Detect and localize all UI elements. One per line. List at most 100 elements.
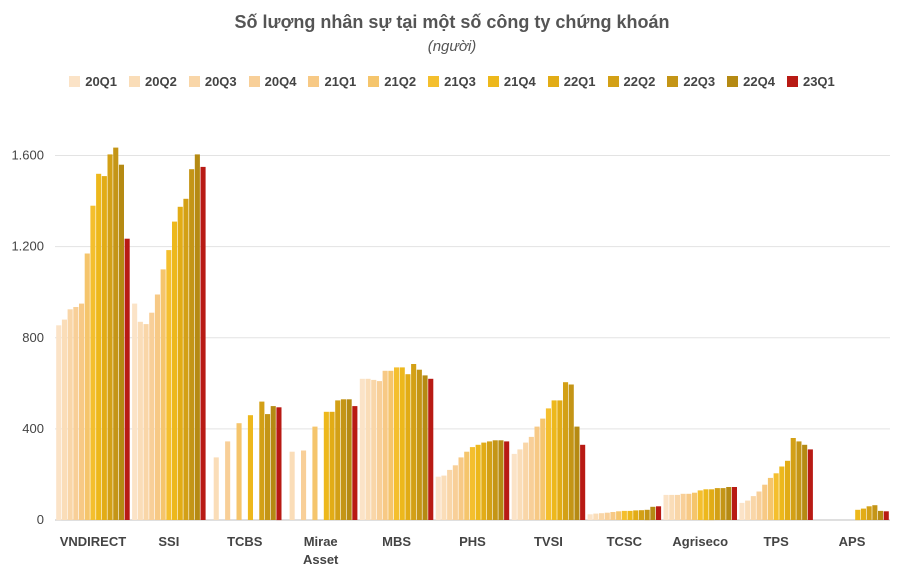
bar <box>551 400 557 520</box>
y-tick-label: 800 <box>22 330 44 345</box>
bar <box>301 450 307 520</box>
legend-label: 21Q4 <box>503 74 536 89</box>
x-tick-label: TCBS <box>227 534 263 549</box>
bar <box>289 451 295 520</box>
bar <box>137 321 143 520</box>
bar <box>441 475 447 520</box>
bar <box>563 382 569 520</box>
bar <box>883 511 889 520</box>
bar <box>802 444 808 520</box>
bar <box>697 490 703 520</box>
bar <box>376 381 382 520</box>
bar <box>236 423 242 520</box>
legend-swatch <box>368 76 380 87</box>
bar <box>756 491 762 520</box>
bar <box>650 506 656 520</box>
bar <box>475 444 481 520</box>
bar <box>435 476 441 520</box>
bar <box>113 147 119 520</box>
bar <box>124 238 130 520</box>
x-tick-label: Agriseco <box>672 534 728 549</box>
legend-label: 22Q1 <box>563 74 596 89</box>
bar <box>359 378 365 520</box>
bar <box>458 457 464 520</box>
bar <box>411 364 417 520</box>
bar <box>680 493 686 520</box>
legend-swatch <box>727 76 739 87</box>
legend-item-22q1: 22Q1 <box>547 74 596 89</box>
bar <box>405 374 411 520</box>
bar <box>225 441 231 520</box>
bar <box>422 375 428 520</box>
y-tick-label: 400 <box>22 421 44 436</box>
y-tick-label: 1.200 <box>11 239 44 254</box>
bar <box>394 367 400 520</box>
bar <box>166 250 172 520</box>
bar <box>323 411 329 520</box>
x-tick-label: SSI <box>158 534 179 549</box>
bar <box>750 496 756 520</box>
bar <box>587 514 593 520</box>
bar <box>382 370 388 520</box>
bar <box>416 369 422 520</box>
bar <box>692 492 698 520</box>
legend-swatch <box>547 76 559 87</box>
legend-label: 20Q2 <box>145 74 177 89</box>
bar <box>739 502 745 520</box>
bar <box>352 406 358 520</box>
legend-label: 22Q2 <box>623 74 656 89</box>
bar <box>872 505 878 520</box>
bar <box>259 401 265 520</box>
bar <box>399 367 405 520</box>
bar <box>96 173 102 521</box>
legend-item-22q3: 22Q3 <box>667 74 715 89</box>
bar <box>785 460 791 520</box>
bar <box>481 442 487 520</box>
bar <box>79 303 85 520</box>
legend-item-20q3: 20Q3 <box>188 74 237 89</box>
bar <box>762 484 768 520</box>
legend-item-20q2: 20Q2 <box>129 74 177 89</box>
bar <box>860 508 866 520</box>
bar <box>177 206 183 521</box>
legend-item-21q2: 21Q2 <box>368 74 416 89</box>
bar <box>627 510 633 520</box>
bar <box>90 205 96 520</box>
bar <box>189 169 195 520</box>
bar <box>604 512 610 520</box>
bar <box>312 426 318 520</box>
bar <box>270 406 276 520</box>
legend-swatch <box>487 76 499 87</box>
bar <box>656 506 662 520</box>
bar <box>720 488 726 520</box>
legend-label: 22Q4 <box>743 74 775 89</box>
x-tick-label-line: Mirae <box>304 534 338 549</box>
bar <box>528 436 534 520</box>
bar <box>183 198 189 521</box>
legend-label: 20Q1 <box>85 74 118 89</box>
bar <box>56 325 62 521</box>
x-tick-label: TPS <box>763 534 789 549</box>
legend-swatch <box>786 76 798 87</box>
bar <box>866 506 872 520</box>
bar <box>346 399 352 520</box>
legend-swatch <box>129 76 141 87</box>
bar <box>447 469 453 520</box>
bar <box>452 465 458 520</box>
bar <box>265 414 271 520</box>
bar <box>511 453 517 520</box>
legend-swatch <box>428 76 440 87</box>
bar <box>118 164 124 520</box>
bar <box>796 441 802 520</box>
bar <box>686 493 692 520</box>
bar <box>599 513 605 520</box>
legend-label: 23Q1 <box>802 74 835 89</box>
bar <box>492 440 498 520</box>
bar <box>213 457 219 520</box>
bar <box>149 312 155 520</box>
y-tick-label: 1.600 <box>11 148 44 163</box>
legend-label: 21Q3 <box>444 74 476 89</box>
x-tick-label: PHS <box>459 534 486 549</box>
bar <box>726 487 732 520</box>
